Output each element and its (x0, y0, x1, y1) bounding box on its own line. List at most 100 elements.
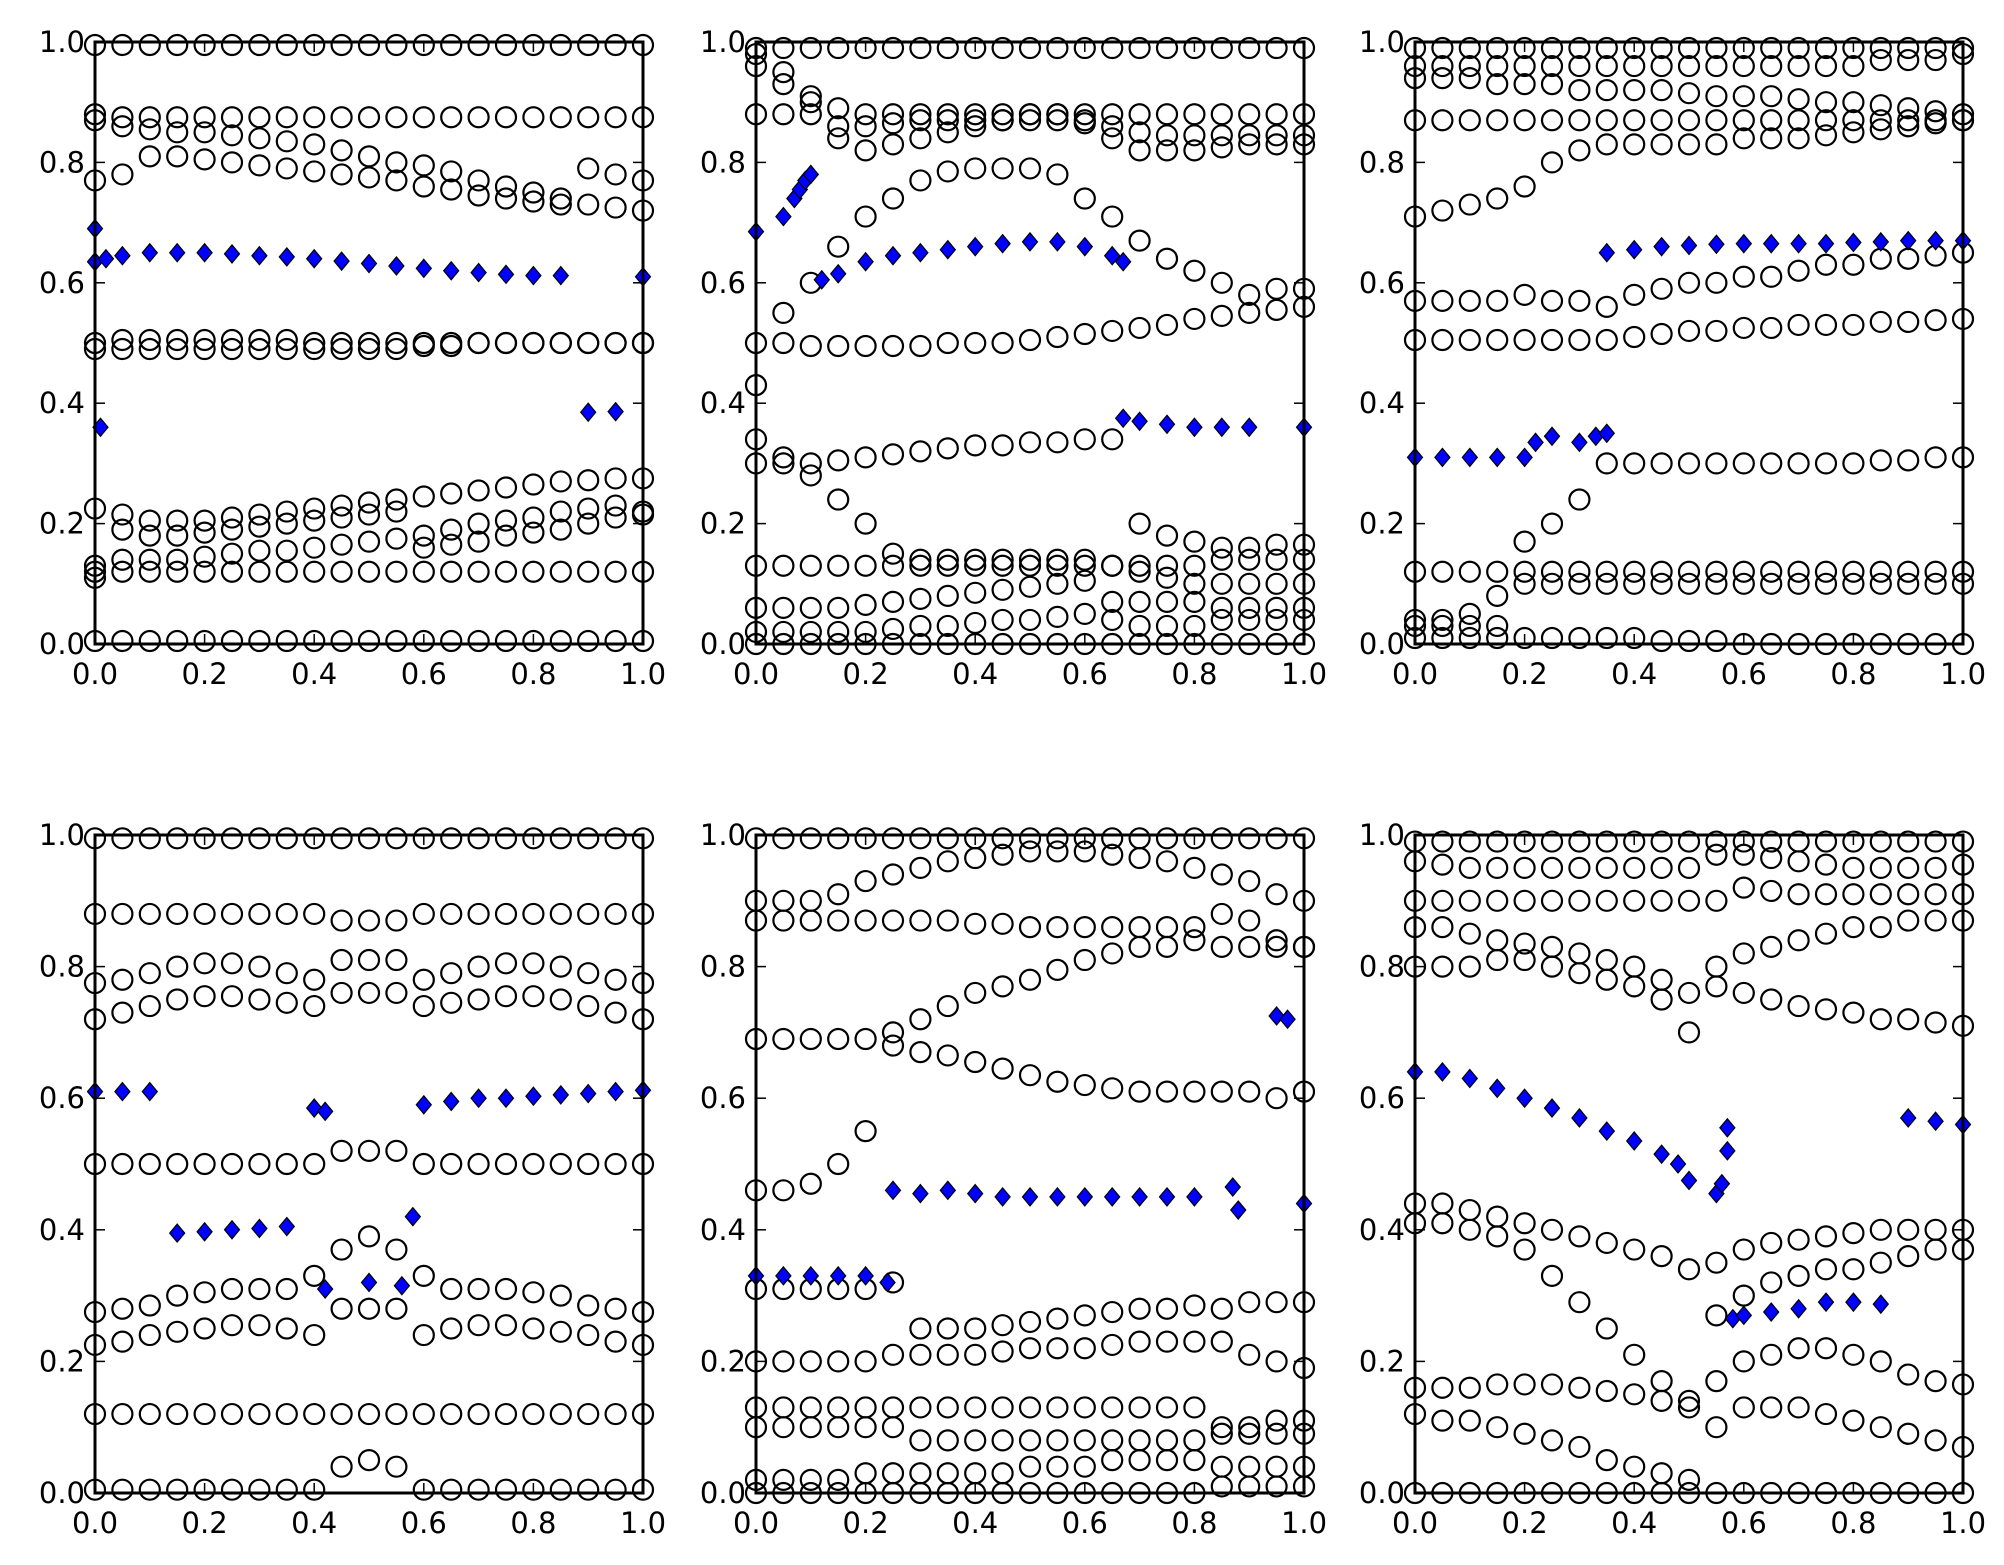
circle-point (193, 328, 216, 352)
circle-point (1238, 1455, 1261, 1478)
circle-point (412, 902, 435, 926)
circle-point (522, 106, 545, 129)
circle-point (772, 1416, 795, 1439)
circle-point (1238, 909, 1261, 932)
circle-point (1431, 289, 1454, 312)
circle-point (1540, 1264, 1564, 1287)
circle-point (330, 337, 353, 361)
circle-point (193, 509, 216, 532)
circle-point (549, 629, 572, 653)
circle-point (1869, 883, 1892, 906)
circle-point (522, 1281, 545, 1304)
diamond-point (1669, 1154, 1687, 1174)
circle-point (1732, 843, 1755, 866)
y-tick-label: 0.0 (39, 1476, 85, 1510)
circle-point (220, 328, 244, 352)
circle-point (1018, 328, 1042, 352)
circle-point (357, 909, 381, 932)
circle-point (1238, 301, 1261, 324)
circle-point (1155, 850, 1179, 873)
circle-point (1486, 36, 1509, 60)
circle-point (1650, 133, 1673, 156)
circle-point (1128, 935, 1151, 958)
circle-point (1265, 1291, 1288, 1314)
circle-point (772, 554, 795, 577)
circle-point (936, 584, 959, 607)
diamond-point (442, 1091, 460, 1112)
circle-point (1897, 1218, 1920, 1241)
circle-point (385, 1297, 408, 1320)
circle-point (964, 115, 987, 138)
circle-point (854, 334, 877, 358)
circle-point (1540, 1373, 1564, 1396)
circle-point (909, 554, 932, 577)
circle-point (1458, 193, 1481, 216)
circle-point (827, 127, 850, 150)
circle-point (1623, 889, 1646, 912)
diamond-point (442, 260, 460, 281)
circle-point (138, 962, 161, 985)
y-tick-label: 1.0 (39, 25, 85, 59)
diamond-point (1598, 1121, 1616, 1142)
circle-point (1018, 916, 1042, 939)
circle-point (385, 948, 408, 972)
circle-point (275, 1402, 298, 1426)
circle-point (1265, 1475, 1288, 1498)
y-tick-label: 1.0 (700, 818, 746, 852)
circle-point (357, 1225, 381, 1248)
circle-point (1595, 856, 1618, 880)
x-tick-label: 0.8 (1830, 1506, 1876, 1540)
circle-point (881, 103, 905, 126)
circle-point (549, 902, 572, 926)
circle-point (1238, 608, 1261, 632)
diamond-point (1186, 417, 1203, 438)
circle-point (1623, 452, 1646, 475)
circle-point (1183, 1429, 1206, 1452)
circle-point (1677, 271, 1701, 294)
circle-point (1073, 109, 1096, 132)
diamond-point (415, 1094, 433, 1115)
circle-point (604, 33, 627, 57)
circle-point (385, 106, 408, 129)
circle-point (1458, 289, 1481, 312)
circle-point (412, 1152, 435, 1176)
circle-point (220, 1478, 244, 1501)
circle-point (799, 620, 822, 644)
circle-point (1760, 36, 1783, 60)
diamond-point (497, 264, 515, 285)
circle-point (1046, 554, 1069, 577)
circle-point (1677, 856, 1701, 880)
circle-point (303, 337, 326, 361)
y-tick-label: 0.2 (1359, 1344, 1405, 1378)
circle-point (1650, 572, 1673, 595)
circle-point (1458, 830, 1481, 853)
circle-point (248, 902, 271, 926)
circle-point (385, 169, 408, 192)
circle-point (799, 452, 822, 475)
circle-point (881, 1396, 905, 1419)
circle-point (881, 827, 905, 850)
circle-point (1677, 54, 1701, 78)
diamond-point (912, 1183, 929, 1204)
circle-point (1265, 124, 1288, 147)
circle-point (138, 145, 161, 168)
circle-point (138, 902, 161, 926)
circle-point (1265, 298, 1288, 321)
circle-point (1677, 82, 1701, 105)
circle-point (193, 337, 216, 361)
circle-point (1760, 85, 1783, 108)
circle-point (772, 301, 795, 324)
diamond-point (966, 1183, 984, 1204)
circle-point (1155, 524, 1179, 547)
circle-point (1128, 1330, 1151, 1353)
circle-point (1924, 36, 1947, 60)
circle-point (827, 1396, 850, 1419)
circle-point (1210, 536, 1233, 559)
y-tick-label: 0.0 (1359, 627, 1405, 661)
circle-point (1513, 948, 1536, 972)
circle-point (991, 578, 1014, 601)
circle-point (330, 33, 353, 57)
circle-point (330, 533, 353, 556)
circle-point (799, 1027, 822, 1051)
circle-point (494, 509, 518, 532)
